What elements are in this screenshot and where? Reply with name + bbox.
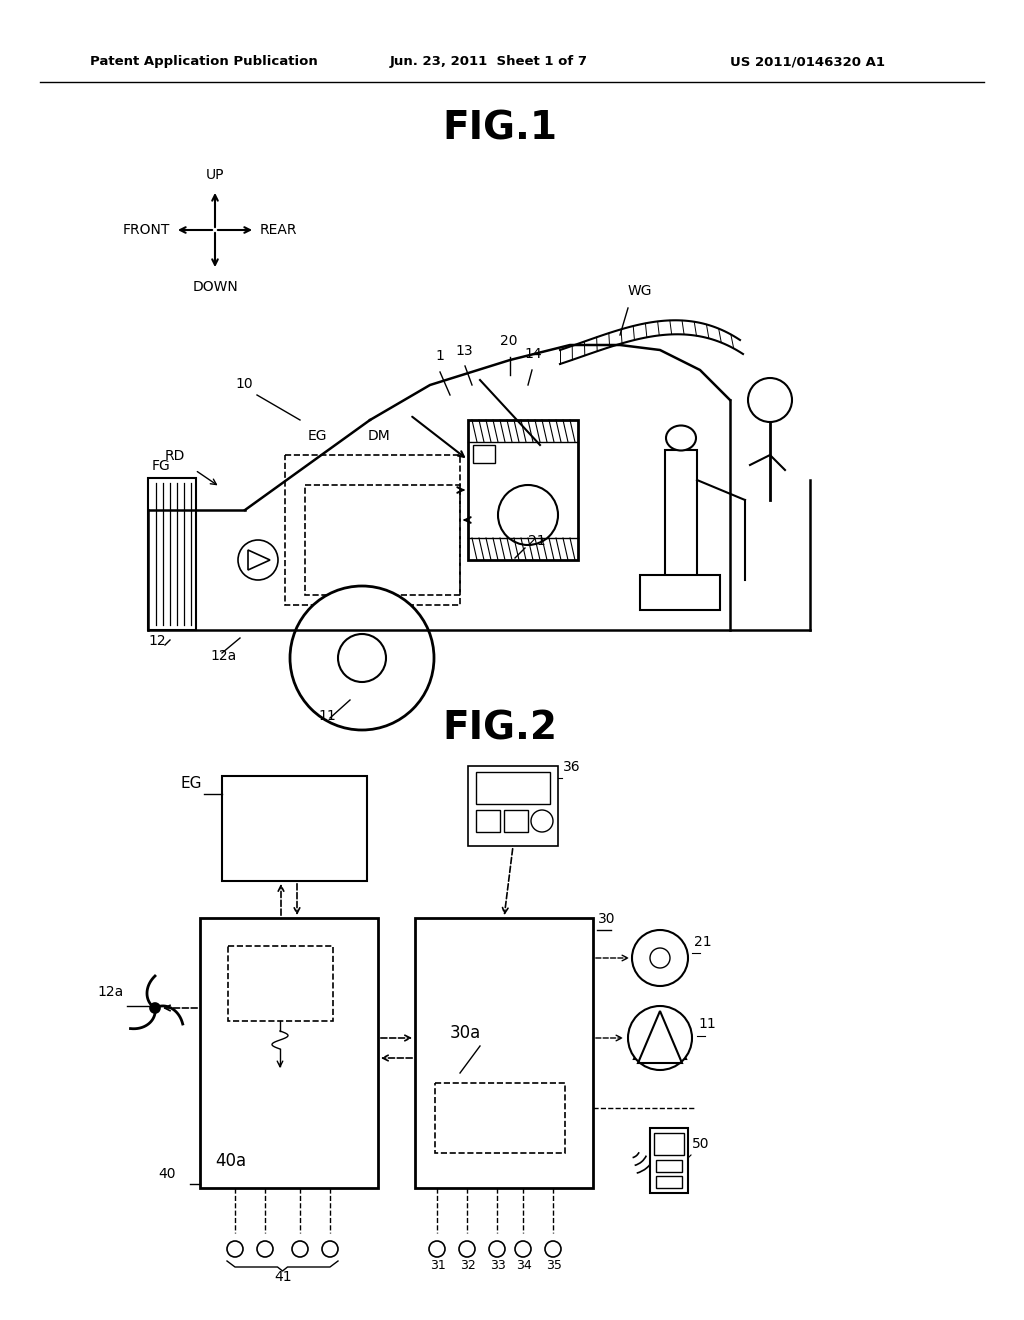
Text: WG: WG xyxy=(628,284,652,298)
Bar xyxy=(305,484,460,595)
Text: 11: 11 xyxy=(698,1016,716,1031)
Text: EG: EG xyxy=(180,776,202,791)
Text: FIG.2: FIG.2 xyxy=(442,709,557,747)
Text: 21: 21 xyxy=(528,535,546,548)
Text: 13: 13 xyxy=(455,345,473,358)
Text: 30a: 30a xyxy=(450,1024,481,1041)
Ellipse shape xyxy=(666,425,696,450)
Circle shape xyxy=(632,931,688,986)
Circle shape xyxy=(238,540,278,579)
Circle shape xyxy=(429,1241,445,1257)
Text: 40a: 40a xyxy=(215,1152,246,1170)
Text: DOWN: DOWN xyxy=(193,280,238,294)
Bar xyxy=(640,576,720,610)
Circle shape xyxy=(338,634,386,682)
Text: Patent Application Publication: Patent Application Publication xyxy=(90,55,317,69)
Text: 12a: 12a xyxy=(210,649,237,663)
Text: 10: 10 xyxy=(234,378,253,391)
Bar xyxy=(228,946,333,1020)
Circle shape xyxy=(489,1241,505,1257)
Text: 14: 14 xyxy=(524,347,542,360)
Circle shape xyxy=(650,948,670,968)
Circle shape xyxy=(290,586,434,730)
Circle shape xyxy=(748,378,792,422)
Bar xyxy=(656,1160,682,1172)
Text: EG: EG xyxy=(308,429,328,444)
Text: FIG.1: FIG.1 xyxy=(442,110,557,147)
Text: UP: UP xyxy=(206,168,224,182)
Circle shape xyxy=(292,1241,308,1257)
Text: 31: 31 xyxy=(430,1259,445,1272)
Text: Jun. 23, 2011  Sheet 1 of 7: Jun. 23, 2011 Sheet 1 of 7 xyxy=(390,55,588,69)
Circle shape xyxy=(531,810,553,832)
Text: 41: 41 xyxy=(274,1270,292,1284)
Text: 35: 35 xyxy=(546,1259,562,1272)
Bar xyxy=(504,810,528,832)
Circle shape xyxy=(322,1241,338,1257)
Circle shape xyxy=(515,1241,531,1257)
Bar xyxy=(476,772,550,804)
Bar xyxy=(285,455,460,605)
Text: 32: 32 xyxy=(460,1259,476,1272)
Text: 12: 12 xyxy=(148,634,166,648)
Text: RD: RD xyxy=(165,449,185,463)
Bar xyxy=(468,420,578,560)
Text: FG: FG xyxy=(152,459,171,473)
Text: 30: 30 xyxy=(598,912,615,927)
Text: DM: DM xyxy=(368,429,391,444)
Bar xyxy=(415,917,593,1188)
Text: 12a: 12a xyxy=(97,985,123,999)
Circle shape xyxy=(150,1003,160,1012)
Circle shape xyxy=(257,1241,273,1257)
Text: FRONT: FRONT xyxy=(123,223,170,238)
Circle shape xyxy=(628,1006,692,1071)
Text: 20: 20 xyxy=(500,334,517,348)
Circle shape xyxy=(498,484,558,545)
Circle shape xyxy=(227,1241,243,1257)
Circle shape xyxy=(545,1241,561,1257)
Text: 50: 50 xyxy=(692,1137,710,1151)
Bar xyxy=(435,1082,565,1152)
Bar xyxy=(473,445,495,463)
Text: 33: 33 xyxy=(490,1259,506,1272)
Bar xyxy=(656,1176,682,1188)
Text: US 2011/0146320 A1: US 2011/0146320 A1 xyxy=(730,55,885,69)
Bar xyxy=(476,810,500,832)
Bar xyxy=(665,450,697,579)
Text: 1: 1 xyxy=(435,348,443,363)
Bar xyxy=(650,1129,688,1193)
Circle shape xyxy=(459,1241,475,1257)
Bar xyxy=(148,478,196,630)
Text: 34: 34 xyxy=(516,1259,531,1272)
Bar xyxy=(654,1133,684,1155)
Text: 40: 40 xyxy=(158,1167,175,1181)
Text: 11: 11 xyxy=(318,709,336,723)
Text: 36: 36 xyxy=(563,760,581,774)
Text: 21: 21 xyxy=(694,935,712,949)
Bar xyxy=(200,917,378,1188)
Text: REAR: REAR xyxy=(260,223,298,238)
Bar xyxy=(468,766,558,846)
Bar xyxy=(222,776,367,880)
